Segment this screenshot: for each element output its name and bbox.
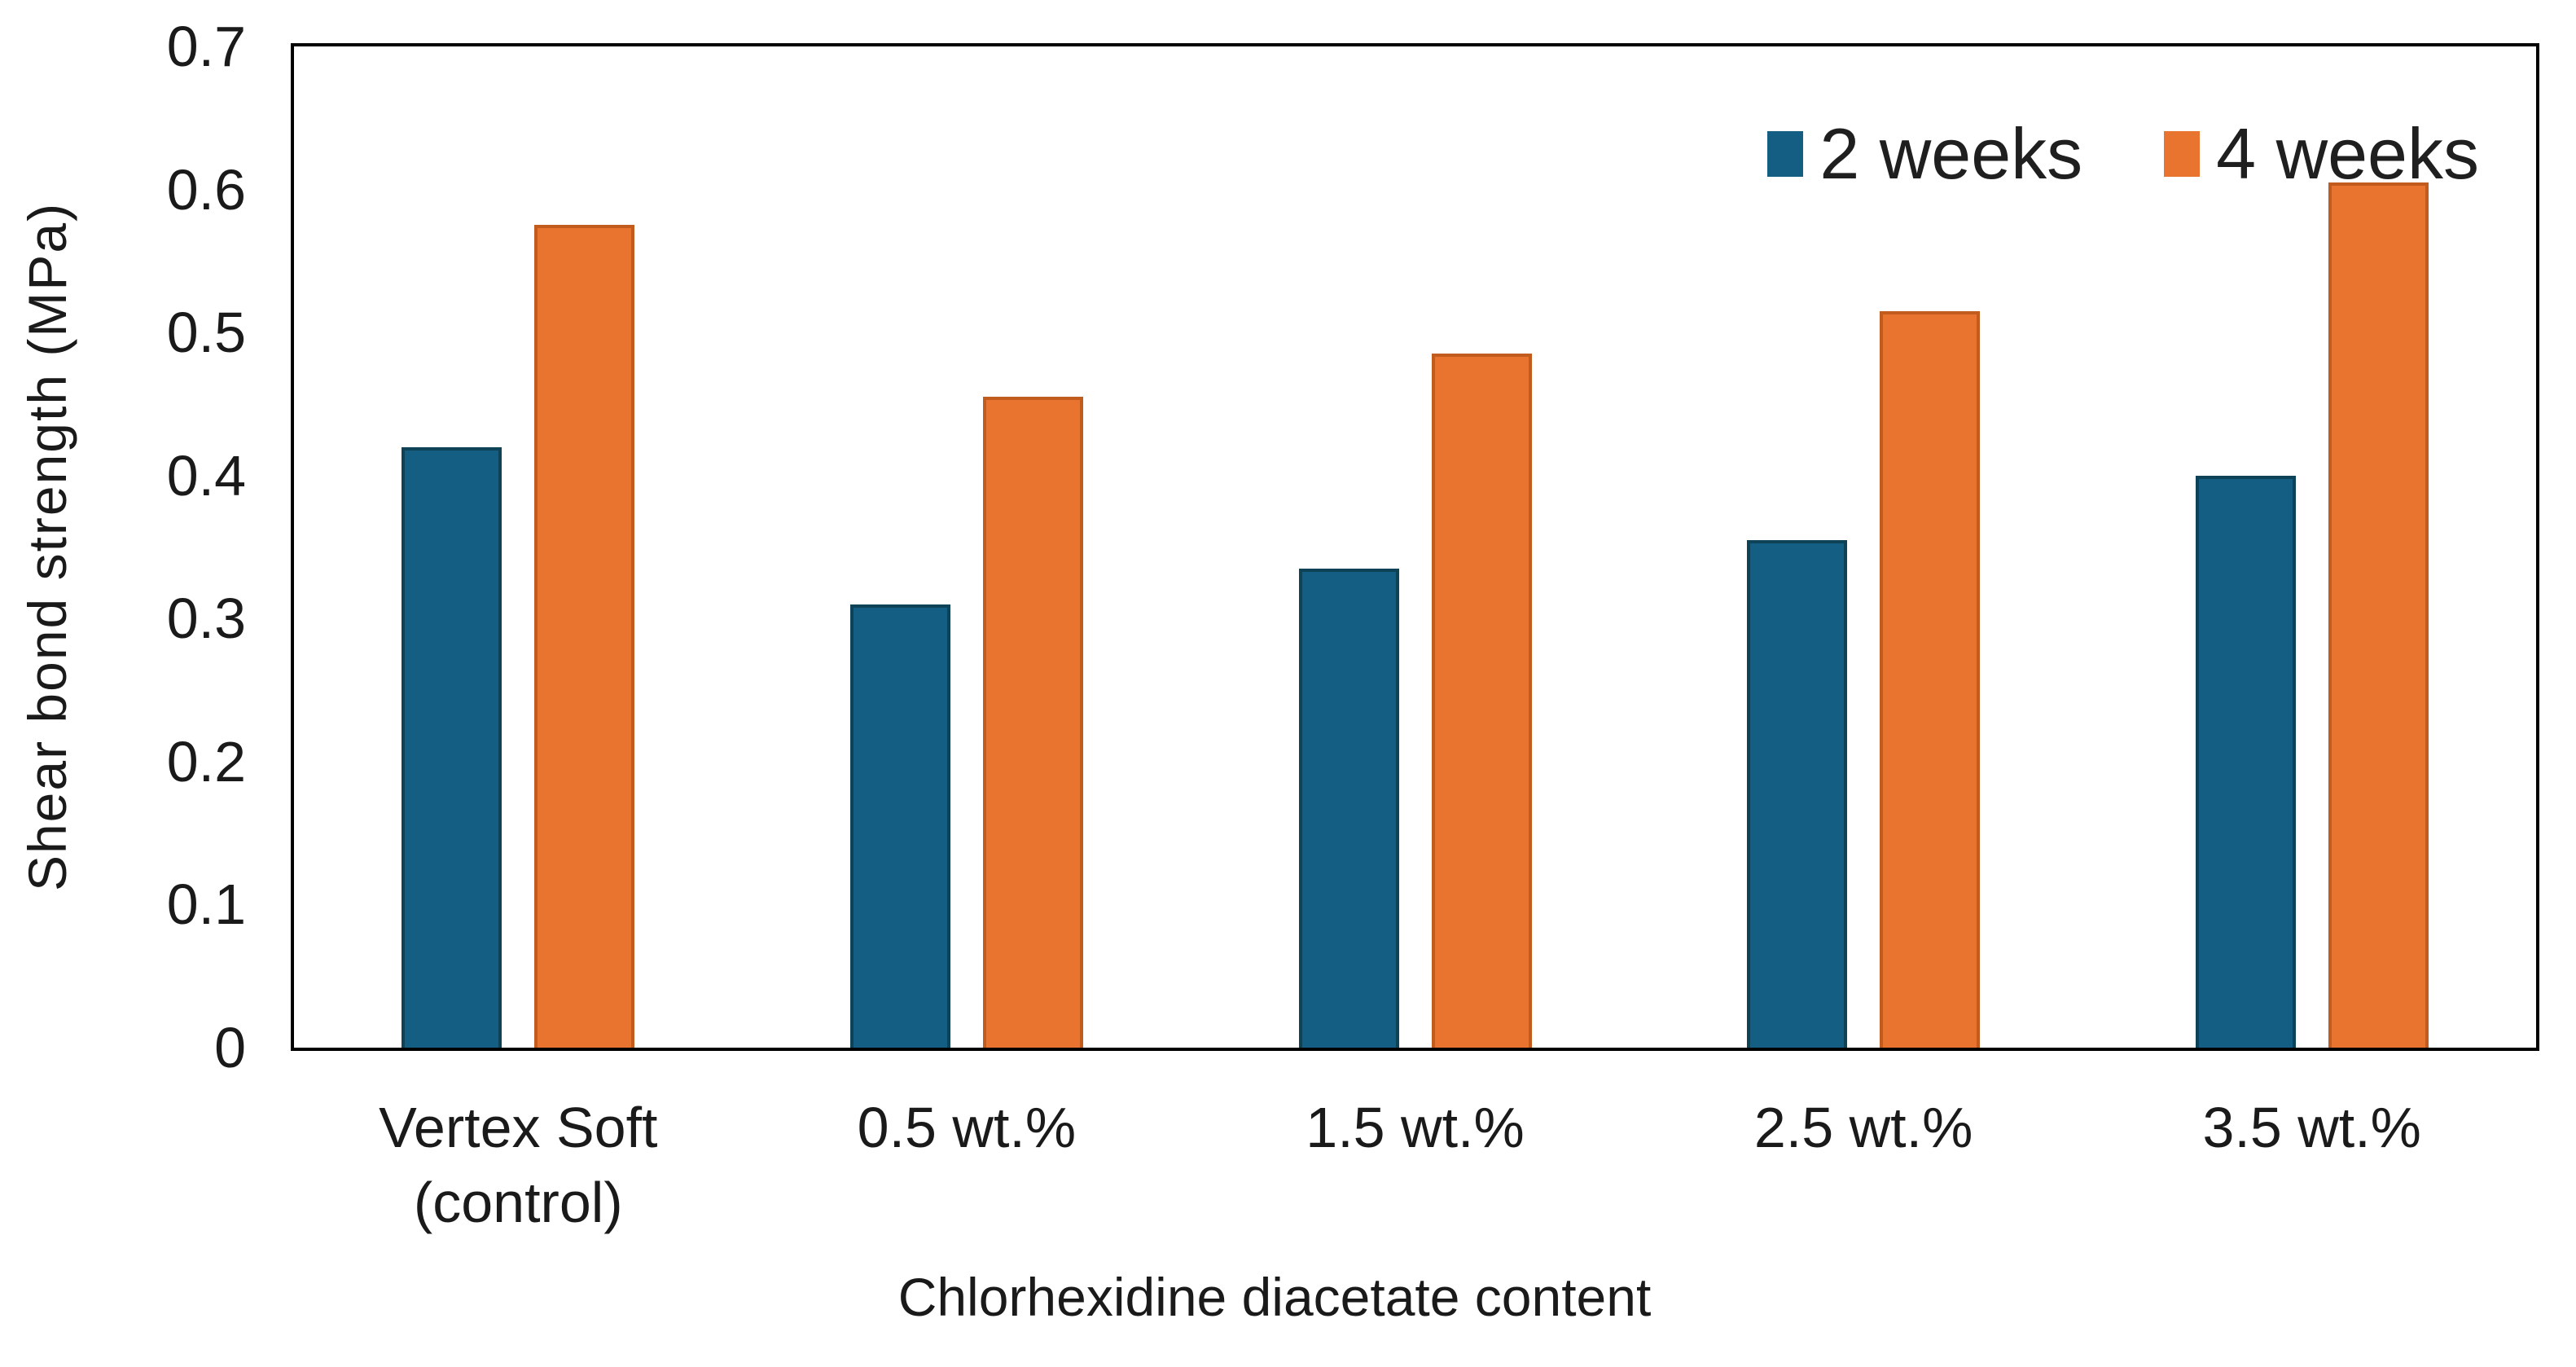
bar-4-weeks	[1431, 354, 1532, 1048]
y-tick-label: 0	[214, 1016, 246, 1079]
x-tick-label: 2.5 wt.%	[1753, 1096, 1973, 1159]
y-tick-label: 0.4	[166, 443, 246, 508]
bar-4-weeks	[2328, 182, 2429, 1048]
y-tick-label: 0.7	[166, 15, 246, 78]
legend-item-4-weeks: 4 weeks	[2164, 118, 2479, 190]
bar-2-weeks	[1298, 568, 1399, 1048]
y-tick-label: 0.6	[166, 157, 246, 222]
y-tick-label: 0.1	[166, 873, 246, 937]
y-tick-label: 0.5	[166, 301, 246, 365]
y-tick-label: 0.2	[166, 729, 246, 793]
legend-item-2-weeks: 2 weeks	[1767, 118, 2082, 190]
legend-swatch-icon	[2164, 131, 2201, 177]
bar-4-weeks	[1880, 310, 1981, 1048]
bar-2-weeks	[1747, 539, 1848, 1048]
legend: 2 weeks 4 weeks	[1767, 118, 2479, 190]
bar-2-weeks	[849, 604, 950, 1048]
x-tick-label: 3.5 wt.%	[2202, 1096, 2421, 1159]
legend-label: 4 weeks	[2216, 113, 2479, 194]
x-axis-title: Chlorhexidine diacetate content	[897, 1267, 1652, 1327]
plot-area: 2 weeks 4 weeks	[291, 43, 2539, 1051]
x-tick-label: 1.5 wt.%	[1306, 1096, 1525, 1159]
bar-4-weeks	[982, 397, 1083, 1048]
bar-2-weeks	[402, 446, 502, 1048]
x-tick-label: 0.5 wt.%	[857, 1096, 1077, 1159]
bar-4-weeks	[534, 225, 635, 1048]
bar-2-weeks	[2195, 475, 2296, 1048]
x-tick-label: Vertex Soft (control)	[379, 1096, 658, 1235]
legend-swatch-icon	[1767, 131, 1804, 177]
legend-label: 2 weeks	[1819, 113, 2083, 194]
y-tick-label: 0.3	[166, 587, 246, 651]
